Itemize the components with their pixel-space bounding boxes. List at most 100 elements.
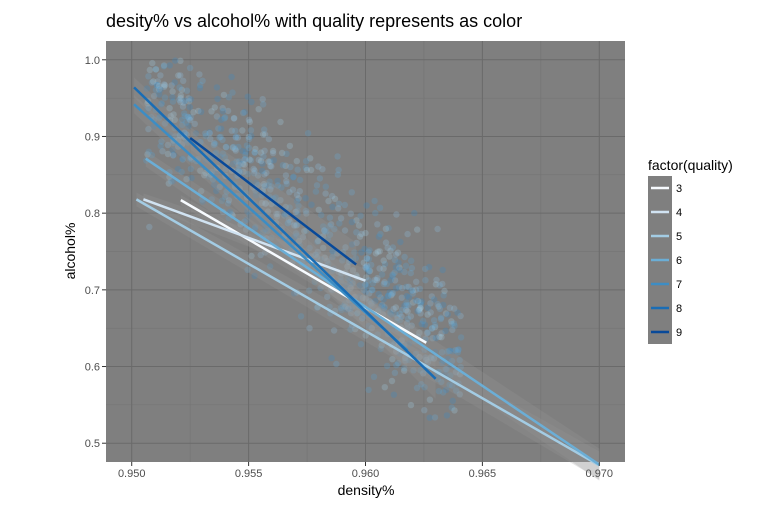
scatter-point bbox=[183, 176, 190, 183]
scatter-point bbox=[347, 284, 354, 292]
scatter-point bbox=[161, 82, 169, 89]
scatter-point bbox=[442, 327, 449, 334]
scatter-point bbox=[341, 201, 348, 209]
scatter-point bbox=[295, 195, 302, 202]
scatter-point bbox=[174, 166, 182, 173]
legend-label-7: 7 bbox=[676, 279, 682, 291]
scatter-point bbox=[382, 225, 390, 232]
scatter-point bbox=[366, 267, 374, 275]
scatter-point bbox=[287, 163, 294, 171]
scatter-point bbox=[451, 305, 458, 312]
scatter-point bbox=[363, 283, 371, 290]
scatter-point bbox=[206, 129, 213, 136]
scatter-point bbox=[197, 167, 204, 174]
scatter-point bbox=[362, 295, 369, 302]
scatter-point bbox=[294, 211, 301, 218]
scatter-point bbox=[444, 348, 451, 355]
scatter-point bbox=[190, 109, 197, 116]
scatter-point bbox=[301, 228, 308, 235]
scatter-point bbox=[243, 142, 251, 149]
scatter-point bbox=[274, 182, 281, 189]
scatter-point bbox=[340, 303, 347, 310]
scatter-point bbox=[293, 232, 301, 239]
scatter-point bbox=[431, 296, 438, 303]
scatter-point bbox=[376, 248, 383, 255]
scatter-point bbox=[403, 292, 410, 300]
scatter-point bbox=[143, 85, 151, 92]
scatter-point bbox=[362, 264, 369, 271]
scatter-point bbox=[225, 94, 232, 101]
scatter-point bbox=[389, 289, 397, 297]
scatter-point bbox=[345, 305, 352, 312]
regression-line-6 bbox=[145, 157, 600, 466]
scatter-point bbox=[213, 149, 220, 156]
scatter-point bbox=[144, 106, 151, 113]
scatter-point bbox=[455, 346, 462, 353]
scatter-point bbox=[233, 158, 240, 165]
scatter-point bbox=[202, 130, 209, 137]
scatter-point bbox=[409, 287, 416, 294]
regression-line-9 bbox=[189, 137, 357, 266]
scatter-point bbox=[321, 228, 328, 235]
scatter-point bbox=[352, 325, 359, 333]
scatter-point bbox=[257, 149, 265, 156]
scatter-point bbox=[270, 157, 277, 164]
scatter-point bbox=[405, 340, 413, 347]
scatter-point bbox=[424, 329, 431, 336]
scatter-point bbox=[373, 276, 380, 284]
scatter-point bbox=[253, 179, 260, 186]
scatter-point bbox=[363, 202, 370, 209]
scatter-point bbox=[294, 207, 301, 214]
scatter-point bbox=[435, 388, 443, 395]
scatter-point bbox=[157, 86, 164, 93]
scatter-point bbox=[187, 165, 195, 172]
confidence-band-9 bbox=[190, 127, 357, 287]
scatter-point bbox=[405, 294, 413, 301]
scatter-point bbox=[314, 238, 321, 245]
scatter-point bbox=[337, 273, 344, 281]
scatter-point bbox=[302, 207, 310, 215]
scatter-point bbox=[362, 288, 369, 296]
scatter-point bbox=[251, 272, 258, 279]
scatter-point bbox=[362, 332, 369, 339]
scatter-point bbox=[381, 384, 388, 391]
scatter-point bbox=[401, 268, 408, 276]
scatter-point bbox=[446, 304, 454, 311]
scatter-point bbox=[221, 115, 228, 122]
scatter-point bbox=[293, 157, 300, 165]
scatter-point bbox=[244, 93, 251, 100]
scatter-point bbox=[324, 293, 331, 301]
scatter-point bbox=[314, 304, 321, 311]
scatter-point bbox=[235, 165, 242, 172]
scatter-point bbox=[372, 250, 380, 257]
scatter-point bbox=[365, 249, 372, 256]
scatter-point bbox=[170, 111, 177, 118]
scatter-point bbox=[164, 141, 172, 149]
scatter-point bbox=[158, 100, 165, 107]
scatter-point bbox=[241, 108, 248, 116]
scatter-point bbox=[244, 170, 251, 178]
scatter-point bbox=[220, 91, 228, 99]
scatter-point bbox=[434, 300, 441, 308]
scatter-point bbox=[246, 118, 253, 126]
scatter-point bbox=[380, 265, 387, 272]
scatter-point bbox=[177, 98, 184, 106]
scatter-point bbox=[382, 239, 390, 246]
scatter-point bbox=[295, 237, 303, 245]
scatter-point bbox=[421, 321, 428, 328]
scatter-point bbox=[177, 92, 184, 99]
scatter-point bbox=[251, 149, 258, 156]
scatter-point bbox=[242, 148, 250, 155]
scatter-point bbox=[243, 216, 251, 223]
scatter-point bbox=[327, 221, 335, 228]
scatter-point bbox=[326, 223, 333, 230]
scatter-point bbox=[247, 127, 255, 134]
scatter-point bbox=[165, 180, 172, 187]
scatter-point bbox=[326, 214, 334, 221]
scatter-point bbox=[366, 290, 373, 297]
scatter-point bbox=[380, 305, 388, 312]
scatter-point bbox=[230, 115, 238, 122]
scatter-point bbox=[167, 112, 174, 120]
scatter-point bbox=[267, 186, 274, 193]
scatter-point bbox=[408, 257, 415, 264]
